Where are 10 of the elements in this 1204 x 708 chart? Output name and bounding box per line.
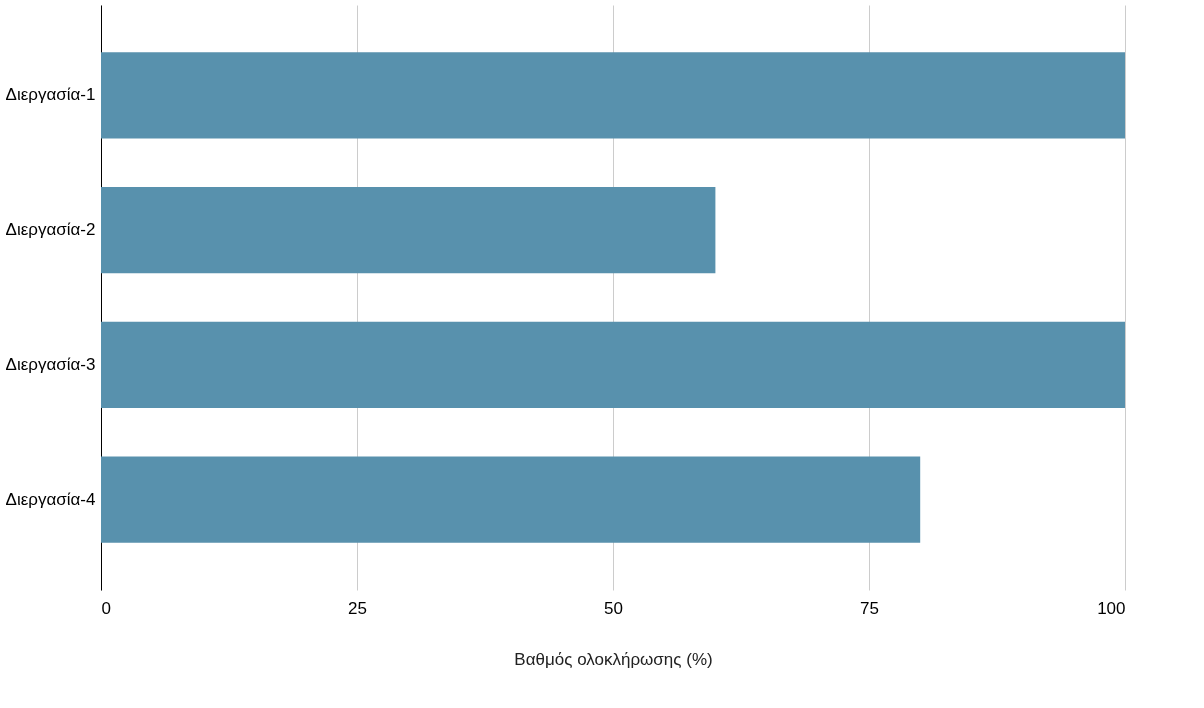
y-tick-label: Διεργασία-4	[5, 489, 96, 509]
x-tick-label: 25	[348, 598, 367, 618]
y-tick-label: Διεργασία-1	[5, 85, 96, 105]
x-axis-title: Βαθμός ολοκλήρωσης (%)	[514, 649, 713, 669]
y-tick-label: Διεργασία-3	[5, 354, 96, 374]
x-tick-label: 75	[860, 598, 879, 618]
x-tick-label: 50	[604, 598, 623, 618]
y-tick-label: Διεργασία-2	[5, 220, 96, 240]
x-tick-label: 0	[101, 598, 111, 618]
x-tick-label: 100	[1097, 598, 1126, 618]
